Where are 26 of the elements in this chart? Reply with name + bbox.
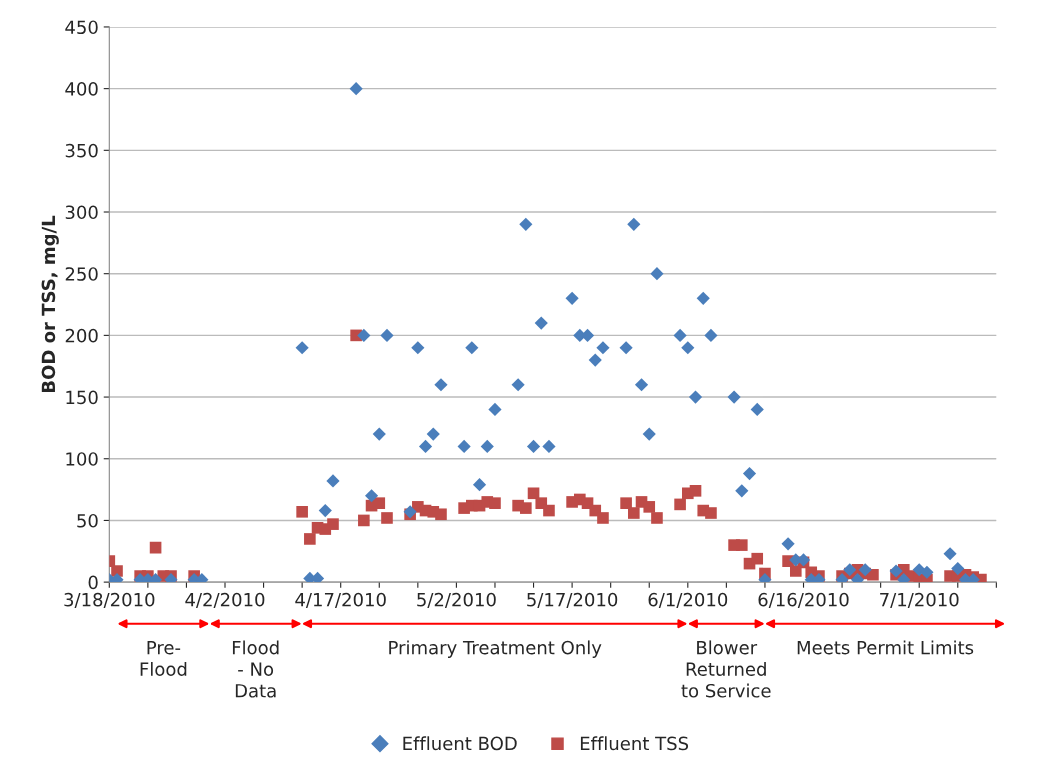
text: Flood - No Data: [232, 640, 279, 698]
y-tick-label: 350: [65, 143, 98, 158]
y-tick-label: 0: [88, 575, 98, 590]
x-tick-label: 6/16/2010: [758, 592, 849, 608]
text: Meets Permit Limits: [797, 640, 974, 655]
text: Pre- Flood: [140, 640, 187, 676]
text: Primary Treatment Only: [389, 640, 602, 658]
y-axis-title: BOD or TSS, mg/L: [41, 215, 59, 393]
x-tick-label: 5/2/2010: [417, 592, 496, 608]
text: Blower Returned to Service: [681, 640, 771, 698]
x-tick-label: 6/1/2010: [648, 592, 728, 608]
y-tick-label: 200: [65, 328, 98, 343]
x-tick-label: 5/17/2010: [527, 592, 618, 608]
legend-label: Effluent BOD: [403, 736, 517, 751]
y-tick-label: 250: [65, 267, 98, 281]
legend-label: Effluent TSS: [580, 736, 689, 751]
x-tick-label: 7/1/2010: [880, 592, 959, 608]
y-tick-label: 300: [65, 205, 98, 220]
y-tick-label: 450: [65, 20, 98, 35]
x-tick-label: 4/17/2010: [295, 592, 386, 608]
y-tick-label: 150: [66, 390, 98, 405]
y-tick-label: 50: [77, 513, 98, 528]
x-tick-label: 3/18/2010: [64, 592, 155, 608]
x-tick-label: 4/2/2010: [185, 592, 265, 608]
y-tick-label: 400: [65, 82, 98, 96]
y-tick-label: 100: [66, 452, 98, 466]
